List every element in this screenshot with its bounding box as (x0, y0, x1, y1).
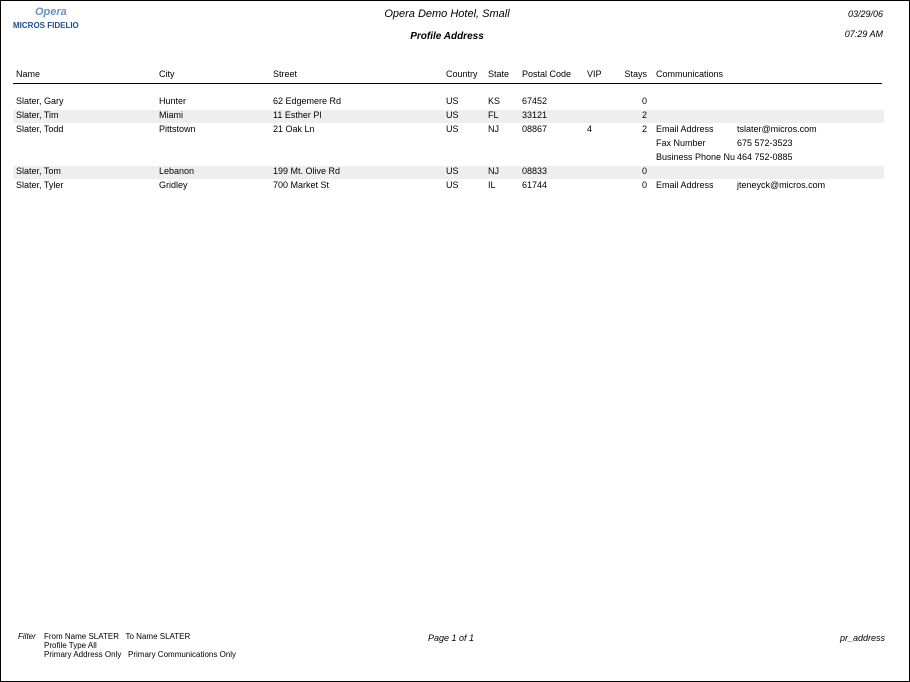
cell-street: 199 Mt. Olive Rd (273, 166, 341, 176)
report-title: Profile Address (410, 31, 484, 42)
cell-stays: 0 (641, 166, 647, 176)
comm-type: Business Phone Nu (656, 152, 736, 162)
logo: Opera (35, 6, 67, 18)
cell-street: 700 Market St (273, 180, 330, 190)
cell-state: KS (488, 96, 501, 106)
comm-type: Fax Number (656, 138, 706, 148)
cell-state: FL (488, 110, 499, 120)
cell-country: US (446, 166, 459, 176)
comm-type: Email Address (656, 180, 714, 190)
cell-name: Slater, Todd (16, 124, 64, 134)
column-header: Communications (656, 69, 724, 79)
cell-country: US (446, 180, 459, 190)
filter-line: From Name SLATER To Name SLATER (44, 632, 191, 641)
comm-value: 464 752-0885 (737, 152, 793, 162)
cell-vip: 4 (587, 124, 593, 134)
cell-postal: 08833 (522, 166, 548, 176)
cell-street: 21 Oak Ln (273, 124, 315, 134)
report-date: 03/29/06 (847, 9, 883, 19)
column-header: Postal Code (522, 69, 572, 79)
cell-street: 62 Edgemere Rd (273, 96, 342, 106)
row-shade (13, 110, 884, 123)
cell-city: Miami (159, 110, 183, 120)
column-header: City (159, 69, 175, 79)
cell-postal: 33121 (522, 110, 548, 120)
column-header: State (488, 69, 510, 79)
cell-postal: 61744 (522, 180, 548, 190)
row-shade (13, 166, 884, 179)
cell-city: Hunter (159, 96, 187, 106)
comm-value: jteneyck@micros.com (737, 180, 826, 190)
filter-line: Primary Address Only Primary Communicati… (44, 650, 237, 659)
cell-postal: 08867 (522, 124, 548, 134)
hotel-name: Opera Demo Hotel, Small (384, 8, 510, 20)
cell-country: US (446, 124, 459, 134)
cell-name: Slater, Gary (16, 96, 64, 106)
column-header: Country (446, 69, 478, 79)
cell-state: NJ (488, 166, 499, 176)
cell-city: Pittstown (159, 124, 196, 134)
cell-state: IL (488, 180, 496, 190)
comm-value: 675 572-3523 (737, 138, 793, 148)
cell-street: 11 Esther Pl (273, 110, 322, 120)
column-header: VIP (587, 69, 602, 79)
cell-stays: 0 (641, 96, 647, 106)
cell-stays: 2 (641, 110, 647, 120)
page-number: Page 1 of 1 (427, 633, 475, 643)
cell-stays: 2 (641, 124, 647, 134)
cell-name: Slater, Tom (16, 166, 61, 176)
comm-type: Email Address (656, 124, 714, 134)
comm-value: tslater@micros.com (737, 124, 817, 134)
report-time: 07:29 AM (844, 29, 883, 39)
cell-postal: 67452 (522, 96, 548, 106)
filter-label: Filter (18, 632, 36, 641)
column-header: Street (273, 69, 298, 79)
header-rule (13, 83, 882, 84)
cell-country: US (446, 96, 459, 106)
filter-line: Profile Type All (44, 641, 97, 650)
column-header: Stays (624, 69, 647, 79)
cell-city: Lebanon (159, 166, 195, 176)
column-header: Name (16, 69, 41, 79)
cell-name: Slater, Tim (16, 110, 59, 120)
cell-stays: 0 (641, 180, 647, 190)
logo-brand: MICROS FIDELIO (13, 21, 79, 30)
report-id: pr_address (839, 633, 885, 643)
cell-name: Slater, Tyler (16, 180, 64, 190)
cell-state: NJ (488, 124, 499, 134)
cell-country: US (446, 110, 459, 120)
cell-city: Gridley (159, 180, 188, 190)
